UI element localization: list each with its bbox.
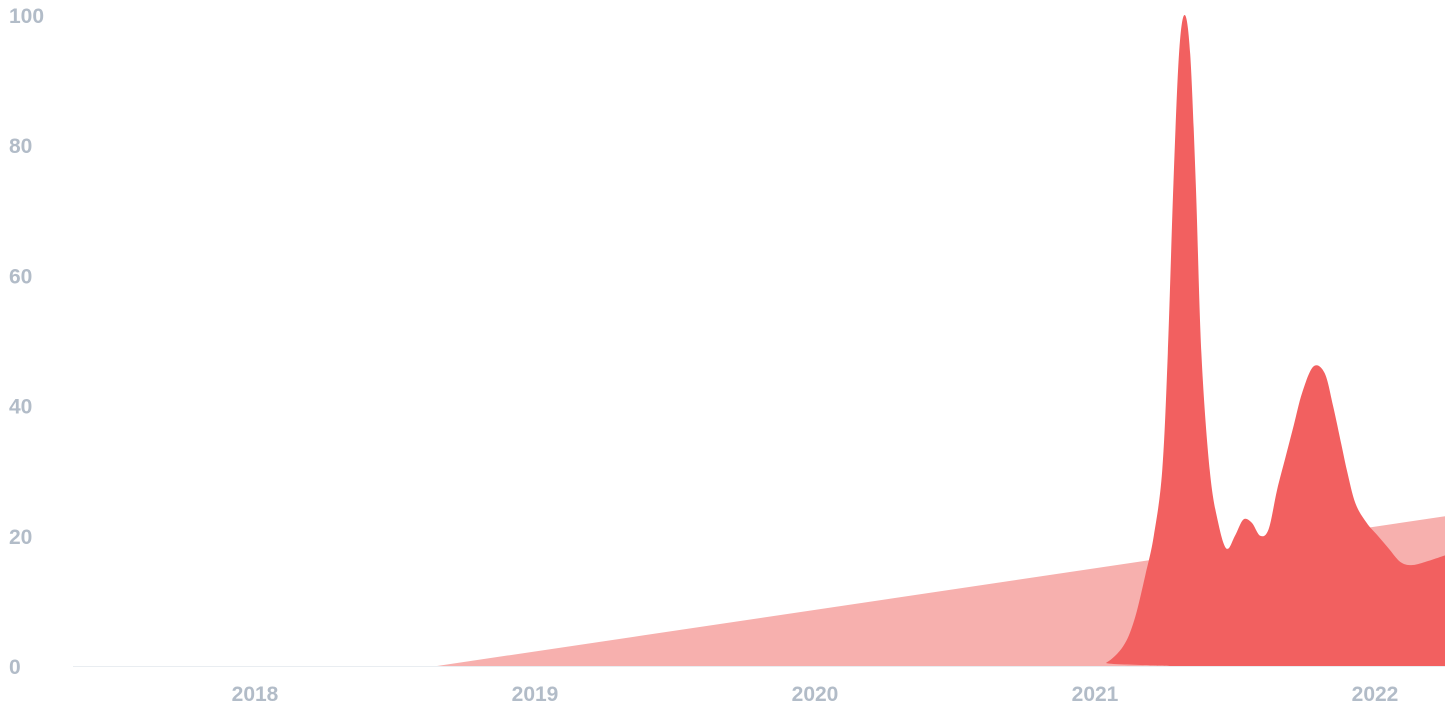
x-tick-label: 2021	[1072, 683, 1119, 706]
x-tick-label: 2020	[792, 683, 839, 706]
x-tick-label: 2018	[232, 683, 279, 706]
y-tick-label: 40	[9, 396, 32, 419]
y-axis: 0 20 40 60 80 100	[9, 5, 44, 679]
series-2-area	[73, 15, 1445, 666]
x-axis: 2018 2019 2020 2021 2022	[232, 683, 1399, 706]
x-tick-label: 2019	[512, 683, 559, 706]
y-tick-label: 100	[9, 5, 44, 28]
y-tick-label: 20	[9, 526, 32, 549]
plot-area	[73, 15, 1445, 667]
y-tick-label: 80	[9, 135, 32, 158]
series-1-area	[73, 516, 1445, 666]
y-tick-label: 0	[9, 656, 21, 679]
x-tick-label: 2022	[1352, 683, 1399, 706]
y-tick-label: 60	[9, 265, 32, 288]
